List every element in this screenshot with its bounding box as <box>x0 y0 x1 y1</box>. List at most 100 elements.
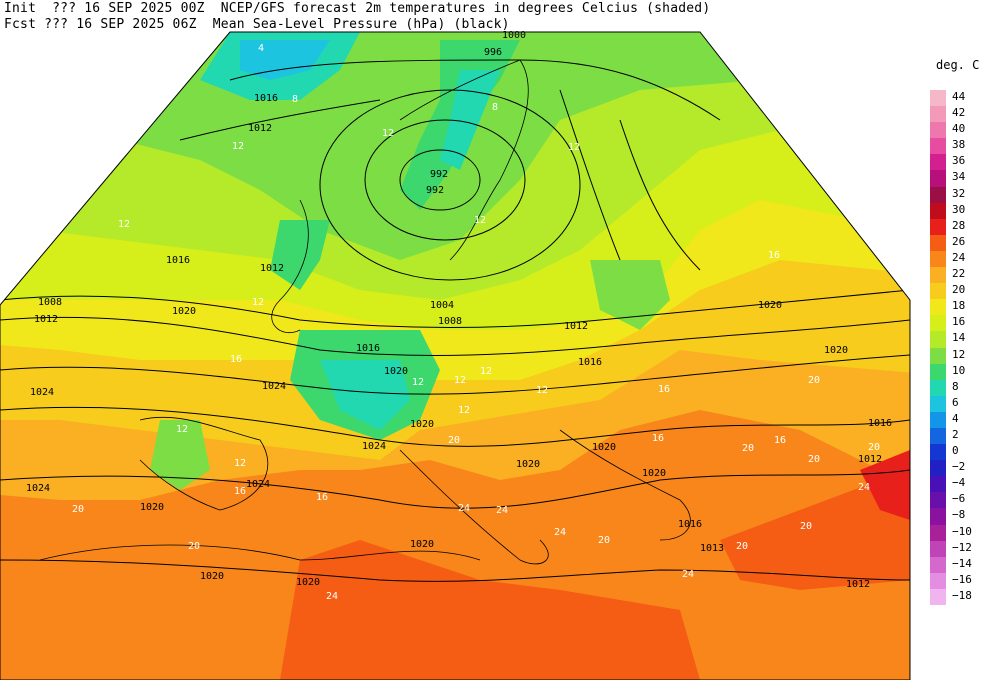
legend-row: −12 <box>930 540 990 557</box>
legend-value: 28 <box>952 218 966 232</box>
legend-value: −18 <box>952 588 972 602</box>
legend-swatch <box>930 283 946 300</box>
temp-label: 16 <box>658 384 670 395</box>
pressure-label: 1020 <box>516 459 540 470</box>
temp-label: 20 <box>448 435 460 446</box>
temp-label: 24 <box>326 591 338 602</box>
legend-row: 40 <box>930 122 990 139</box>
legend-value: 40 <box>952 122 966 136</box>
legend-value: 36 <box>952 154 966 168</box>
temp-label: 16 <box>774 435 786 446</box>
pressure-label: 1024 <box>262 381 286 392</box>
pressure-label: 1016 <box>254 93 278 104</box>
temp-label: 24 <box>458 503 470 514</box>
temp-label: 20 <box>808 375 820 386</box>
temp-label: 24 <box>682 569 694 580</box>
temp-label: 12 <box>232 141 244 152</box>
temp-label: 16 <box>768 250 780 261</box>
pressure-label: 1020 <box>642 468 666 479</box>
legend-swatch <box>930 299 946 316</box>
legend-value: 10 <box>952 363 966 377</box>
isobars <box>0 59 910 582</box>
header-line-2: Fcst ??? 16 SEP 2025 06Z Mean Sea-Level … <box>4 17 510 32</box>
temp-label: 12 <box>536 385 548 396</box>
legend-value: −8 <box>952 508 966 522</box>
pressure-label: 1020 <box>296 577 320 588</box>
legend-swatch <box>930 444 946 461</box>
temp-label: 24 <box>496 505 508 516</box>
legend-value: −4 <box>952 476 966 490</box>
temp-label: 20 <box>868 442 880 453</box>
pressure-label: 1012 <box>260 263 284 274</box>
legend-value: −16 <box>952 572 972 586</box>
legend-row: 44 <box>930 90 990 107</box>
pressure-label: 1020 <box>758 300 782 311</box>
pressure-label: 1012 <box>34 314 58 325</box>
legend-value: 4 <box>952 411 959 425</box>
legend-row: 2 <box>930 427 990 445</box>
legend-row: 4 <box>930 411 990 428</box>
legend-row: 0 <box>930 444 990 461</box>
legend-row: −8 <box>930 508 990 525</box>
legend-value: 2 <box>952 427 959 441</box>
legend-row: 16 <box>930 315 990 332</box>
legend-value: 24 <box>952 250 966 264</box>
legend-value: 42 <box>952 106 966 120</box>
temp-label: 12 <box>176 424 188 435</box>
legend-row: −6 <box>930 492 990 509</box>
temp-label: 20 <box>800 521 812 532</box>
legend-swatch <box>930 106 946 123</box>
pressure-label: 1016 <box>578 357 602 368</box>
legend-value: 6 <box>952 395 959 409</box>
legend-row: 20 <box>930 283 990 300</box>
pressure-label: 1000 <box>502 30 526 41</box>
legend-row: 28 <box>930 218 990 235</box>
pressure-label: 1024 <box>26 483 50 494</box>
temp-label: 20 <box>742 443 754 454</box>
legend-value: 14 <box>952 331 966 345</box>
legend-swatch <box>930 460 946 477</box>
temp-label: 12 <box>234 458 246 469</box>
legend-row: 6 <box>930 395 990 412</box>
legend-swatch <box>930 411 946 428</box>
temp-label: 8 <box>492 102 498 113</box>
temp-label: 20 <box>736 541 748 552</box>
pressure-labels: 1000 996 992 992 1016 1012 1016 1012 100… <box>26 30 892 590</box>
pressure-label: 1016 <box>868 418 892 429</box>
temp-label: 12 <box>382 128 394 139</box>
temp-label: 20 <box>188 541 200 552</box>
pressure-label: 1012 <box>248 123 272 134</box>
legend-swatch <box>930 202 946 219</box>
legend-swatch <box>930 218 946 235</box>
pressure-label: 1016 <box>166 255 190 266</box>
legend-value: −10 <box>952 524 972 538</box>
legend-swatch <box>930 315 946 332</box>
legend-row: −18 <box>930 588 990 605</box>
legend-row: 42 <box>930 106 990 123</box>
pressure-label: 1013 <box>700 543 724 554</box>
temp-label: 20 <box>72 504 84 515</box>
legend-swatch <box>930 395 946 412</box>
legend-row: 8 <box>930 379 990 396</box>
legend-swatch <box>930 250 946 268</box>
pressure-label: 1020 <box>824 345 848 356</box>
coastlines <box>39 59 691 565</box>
pressure-label: 1008 <box>38 297 62 308</box>
legend-value: 12 <box>952 347 966 361</box>
legend-swatch <box>930 154 946 171</box>
color-legend: 44 42 40 38 36 34 32 30 28 26 24 22 20 18 16 14 12 10 8 6 4 2… <box>930 90 990 605</box>
pressure-label: 1020 <box>384 366 408 377</box>
temp-label: 16 <box>230 354 242 365</box>
temp-label: 16 <box>316 492 328 503</box>
legend-value: 44 <box>952 90 966 103</box>
legend-row: −4 <box>930 476 990 493</box>
temp-label: 12 <box>412 377 424 388</box>
legend-title: deg. C <box>936 58 980 72</box>
temp-label: 20 <box>598 535 610 546</box>
legend-value: 30 <box>952 202 966 216</box>
pressure-label: 1024 <box>30 387 54 398</box>
legend-row: 12 <box>930 347 990 364</box>
legend-row: 30 <box>930 202 990 219</box>
temp-label: 12 <box>252 297 264 308</box>
